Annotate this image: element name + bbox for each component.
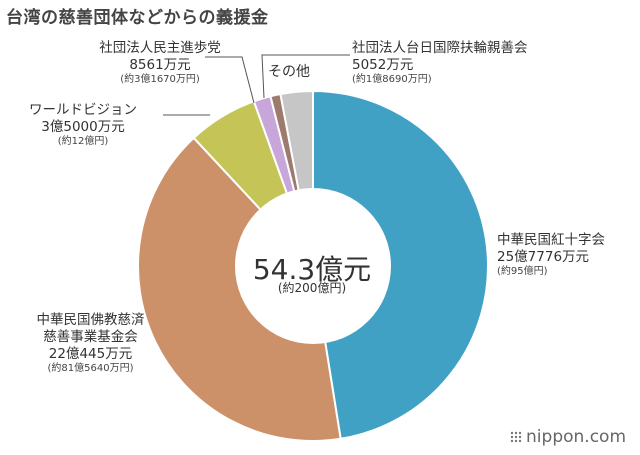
brand-logo: nippon.com [509,427,626,447]
pie-slice-0 [312,89,489,440]
slice-jpy: (約1億8690万円) [352,73,432,85]
label-world-vision: ワールドビジョン 3億5000万元 (約12億円) [8,102,158,148]
brand-text: nippon.com [526,427,626,447]
label-red-cross: 中華民国紅十字会 25億7776万元 (約95億円) [497,232,605,278]
leader-line-rotary [261,54,350,99]
slice-name: 中華民国紅十字会 [497,232,605,248]
label-dpp: 社団法人民主進歩党 8561万元 (約3億1670万円) [90,40,230,86]
slice-name: その他 [268,64,310,80]
slice-name-line2: 慈善事業基金会 [43,328,138,345]
nippon-logo-icon [510,431,522,443]
slice-amount: 8561万元 [129,56,191,73]
slice-jpy: (約95億円) [497,265,548,277]
slice-name: ワールドビジョン [29,102,137,118]
slice-amount: 5052万元 [352,56,414,73]
slice-name-line1: 中華民国佛教慈済 [36,312,145,328]
slice-name: 社団法人台日国際扶輪親善会 [352,40,528,56]
chart-title: 台湾の慈善団体などからの義援金 [6,8,269,28]
label-rotary: 社団法人台日国際扶輪親善会 5052万元 (約1億8690万円) [352,40,528,86]
leader-line-minshinto [205,56,255,104]
slice-jpy: (約81億5640万円) [47,362,134,374]
slice-amount: 22億445万元 [48,345,133,362]
label-other: その他 [268,64,310,82]
slice-jpy: (約12億円) [57,135,109,147]
slice-amount: 25億7776万元 [497,248,590,265]
label-tzu-chi: 中華民国佛教慈済 慈善事業基金会 22億445万元 (約81億5640万円) [8,312,173,375]
center-total-jpy: (約200億円) [277,281,347,295]
center-total: 54.3億元 [252,253,372,286]
slice-jpy: (約3億1670万円) [120,73,200,85]
slice-name: 社団法人民主進歩党 [99,40,221,56]
donut-hole [235,188,391,344]
slice-amount: 3億5000万元 [41,118,125,135]
